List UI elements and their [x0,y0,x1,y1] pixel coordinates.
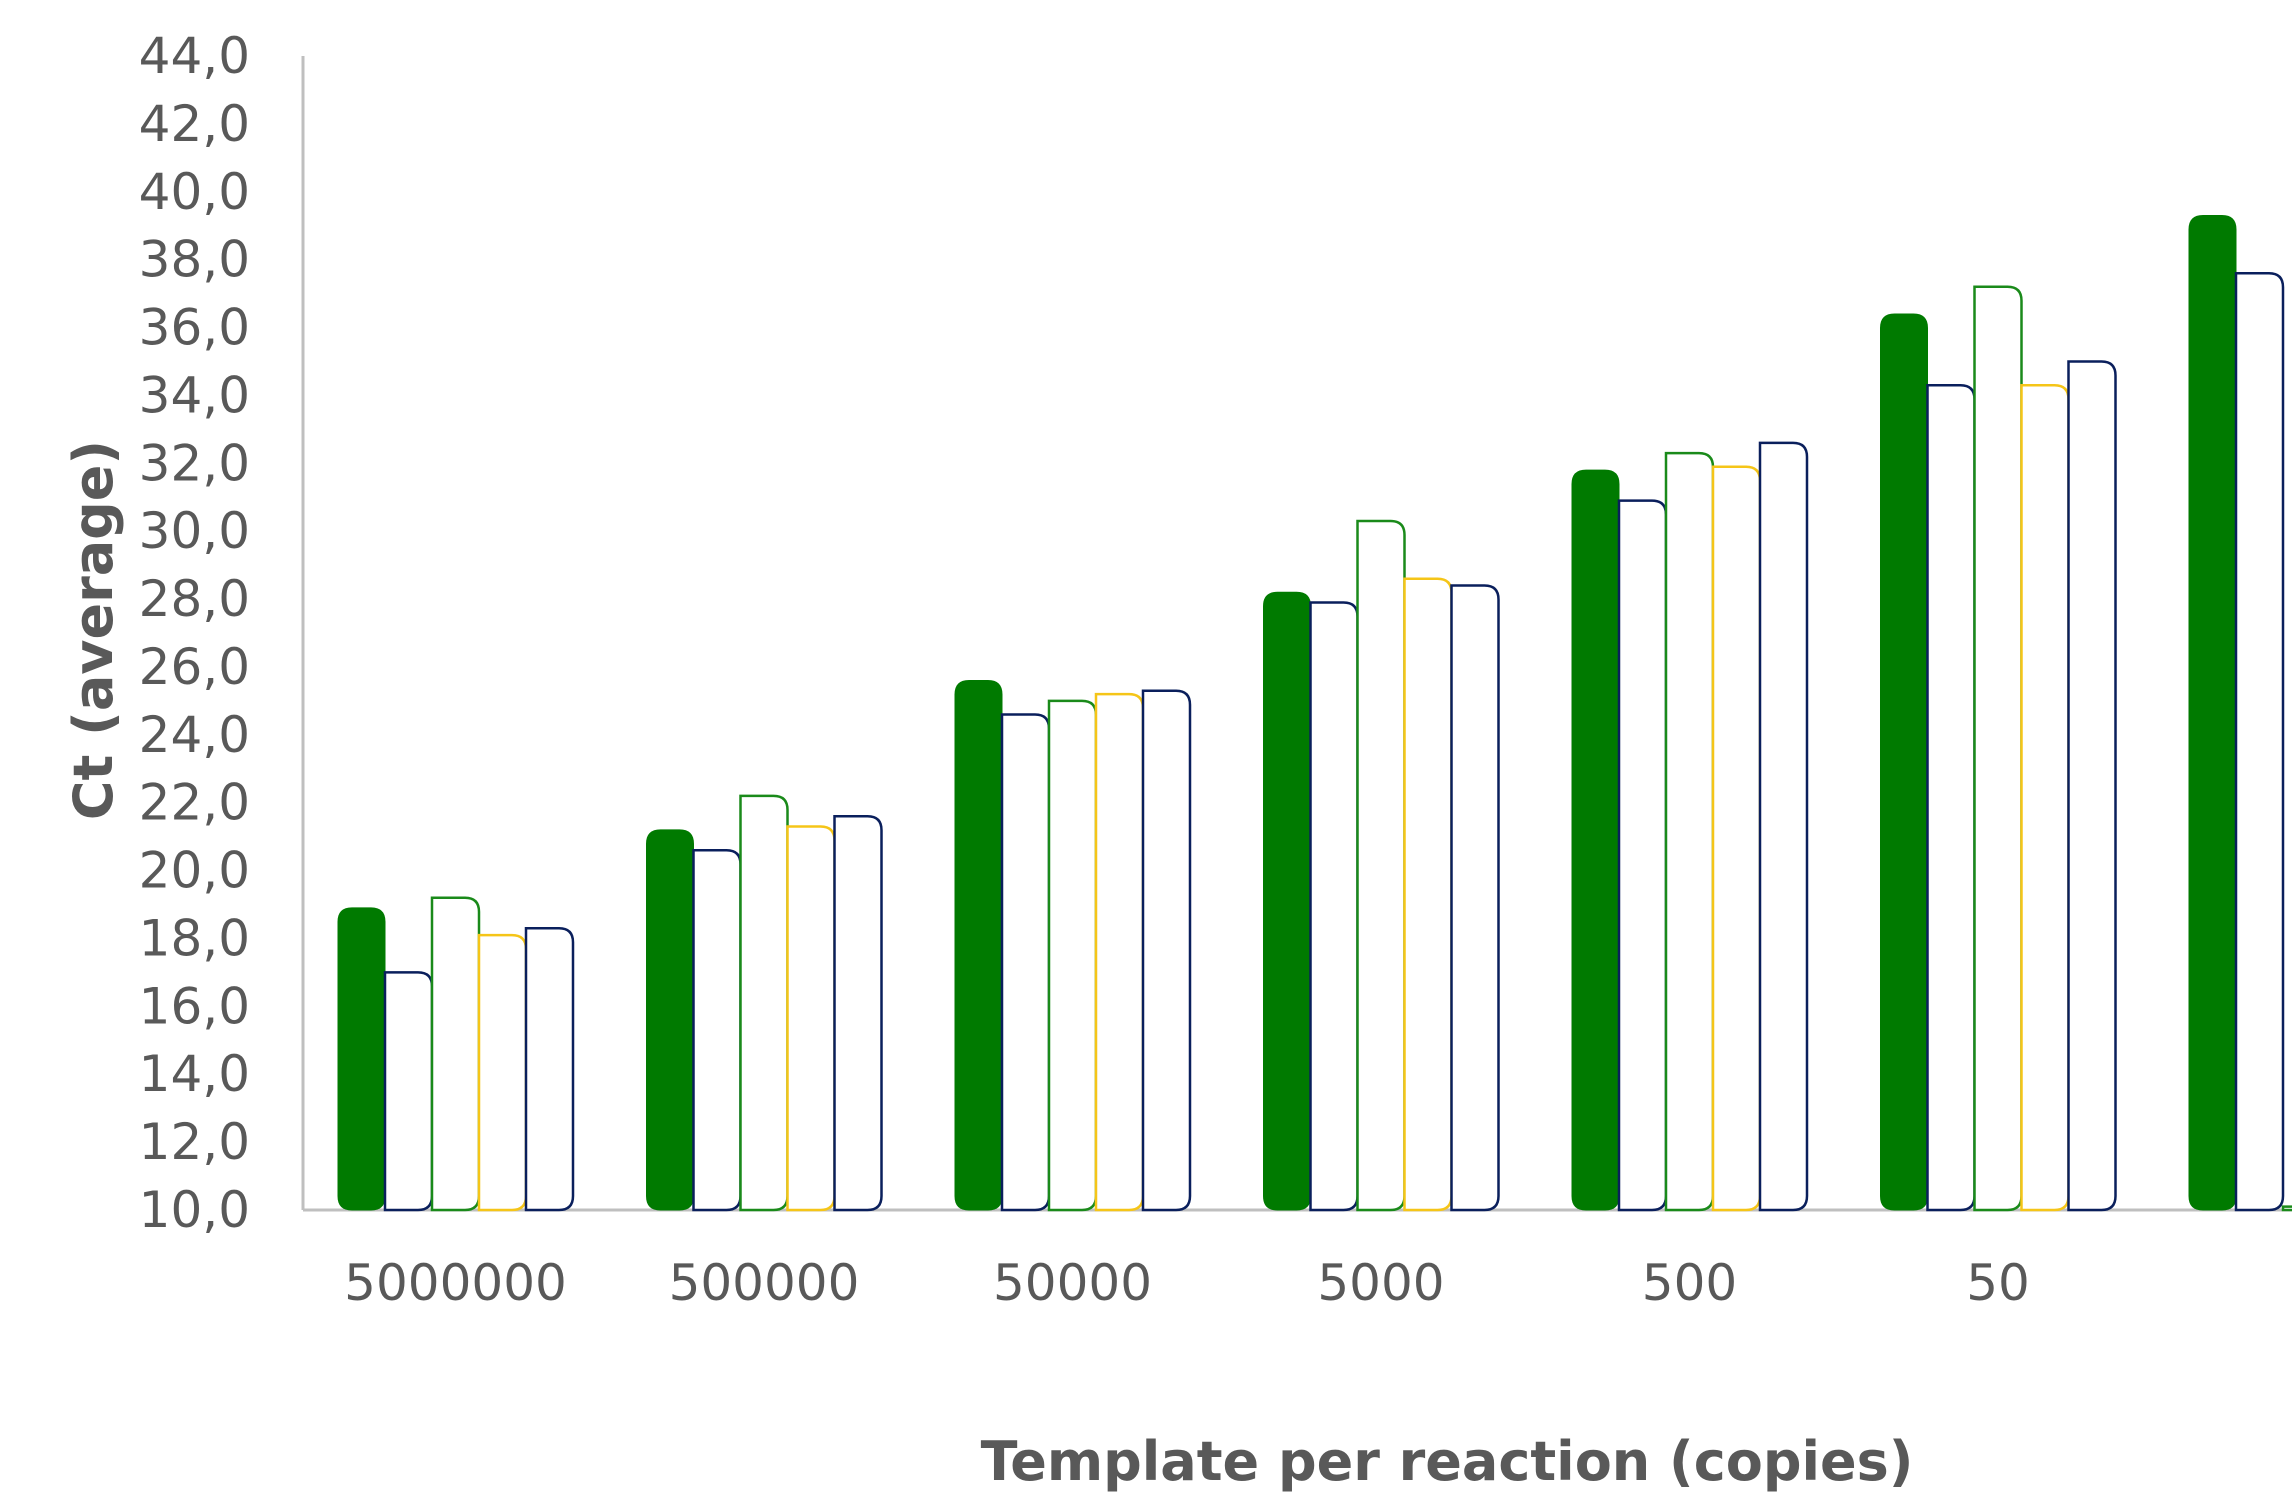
bar-series-4 [477,933,528,1212]
bar-series-2 [1926,383,1976,1212]
x-tick-label: 5000000 [344,1254,567,1312]
bar-series-3 [1047,699,1098,1212]
bar-series-1 [337,907,386,1211]
y-tick-label: 14,0 [139,1045,250,1103]
bar-series-1 [2188,215,2237,1211]
y-tick-label: 28,0 [139,570,250,628]
bar-series-1 [1571,469,1620,1211]
bar-series-5 [1758,441,1809,1212]
bar-series-2 [1309,601,1359,1212]
x-tick-label: 500000 [669,1254,860,1312]
y-tick-label: 34,0 [139,366,250,424]
y-tick-label: 44,0 [139,27,250,85]
x-axis-title: Template per reaction (copies) [981,1430,1914,1493]
x-tick-label: 50 [1966,1254,2030,1312]
x-tick-label: 500 [1642,1254,1737,1312]
bar-series-3 [2281,1205,2292,1212]
bar-series-3 [739,794,789,1212]
bar-series-1 [646,829,694,1211]
y-tick-label: 22,0 [139,774,250,832]
y-tick-label: 30,0 [139,502,250,560]
bar-series-1 [954,680,1003,1211]
y-tick-label: 16,0 [139,977,250,1035]
bars-group [337,215,2292,1212]
y-tick-label: 20,0 [139,842,250,900]
bar-series-3 [1664,451,1715,1212]
bar-series-4 [1711,465,1762,1212]
bar-series-4 [2020,383,2070,1212]
bar-series-4 [786,825,836,1212]
bar-series-1 [1880,313,1928,1211]
y-tick-label: 38,0 [139,231,250,289]
y-tick-label: 42,0 [139,95,250,153]
y-axis-title: Ct (average) [62,440,125,820]
y-tick-label: 10,0 [139,1181,250,1239]
bar-series-1 [1263,591,1311,1211]
bar-series-5 [524,927,575,1212]
y-tick-label: 12,0 [139,1113,250,1171]
y-tick-label: 36,0 [139,299,250,357]
x-tick-label: 50000 [993,1254,1152,1312]
y-tick-label: 18,0 [139,909,250,967]
bar-series-2 [2234,271,2285,1212]
bar-series-3 [1356,519,1406,1212]
y-tick-label: 24,0 [139,706,250,764]
bar-series-5 [833,815,883,1212]
bar-series-2 [1000,713,1051,1212]
y-axis-tick-labels: 10,0 12,0 14,0 16,0 18,0 20,0 22,0 24,0 26,0 28,0… [139,27,250,1239]
bar-series-5 [2067,360,2117,1212]
bar-series-2 [1617,499,1668,1212]
bar-series-2 [692,848,742,1212]
bar-series-5 [1450,584,1500,1212]
bar-series-4 [1403,577,1453,1212]
x-tick-label: 5000 [1317,1254,1444,1312]
y-tick-label: 40,0 [139,163,250,221]
bar-series-3 [1973,285,2023,1212]
bar-series-2 [383,971,434,1212]
y-tick-label: 32,0 [139,434,250,492]
y-tick-label: 26,0 [139,638,250,696]
bar-series-5 [1141,689,1192,1212]
bar-series-4 [1094,692,1145,1212]
bar-series-3 [430,896,481,1212]
x-axis-tick-labels: 5000000 500000 50000 5000 500 50 [344,1254,2030,1312]
